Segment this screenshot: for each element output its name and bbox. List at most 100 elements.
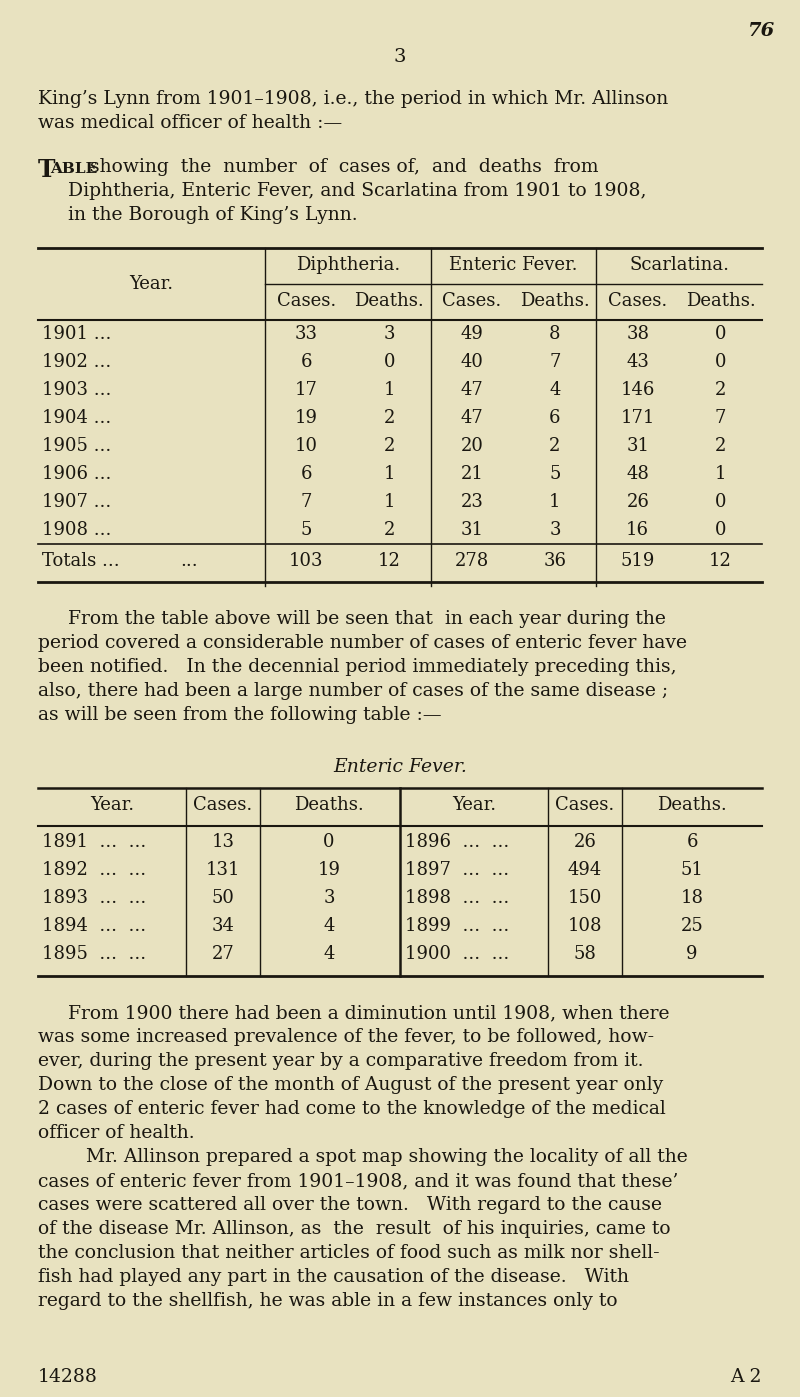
Text: 1891  ...  ...: 1891 ... ... (42, 833, 146, 851)
Text: 13: 13 (211, 833, 234, 851)
Text: 2: 2 (383, 521, 395, 539)
Text: 146: 146 (621, 381, 655, 400)
Text: 20: 20 (461, 437, 483, 455)
Text: cases were scattered all over the town.   With regard to the cause: cases were scattered all over the town. … (38, 1196, 662, 1214)
Text: officer of health.: officer of health. (38, 1125, 194, 1141)
Text: 1: 1 (383, 381, 395, 400)
Text: 1898  ...  ...: 1898 ... ... (405, 888, 510, 907)
Text: Mr. Allinson prepared a spot map showing the locality of all the: Mr. Allinson prepared a spot map showing… (68, 1148, 688, 1166)
Text: Year.: Year. (130, 275, 174, 293)
Text: Deaths.: Deaths. (686, 292, 755, 310)
Text: 150: 150 (568, 888, 602, 907)
Text: 108: 108 (568, 916, 602, 935)
Text: 23: 23 (461, 493, 483, 511)
Text: 19: 19 (295, 409, 318, 427)
Text: period covered a considerable number of cases of enteric fever have: period covered a considerable number of … (38, 634, 687, 652)
Text: 1901 ...: 1901 ... (42, 326, 111, 344)
Text: 0: 0 (715, 353, 726, 372)
Text: 12: 12 (709, 552, 732, 570)
Text: 0: 0 (383, 353, 395, 372)
Text: Diphtheria.: Diphtheria. (296, 256, 400, 274)
Text: 47: 47 (461, 381, 483, 400)
Text: Cases.: Cases. (194, 796, 253, 814)
Text: 10: 10 (295, 437, 318, 455)
Text: 1896  ...  ...: 1896 ... ... (405, 833, 510, 851)
Text: From the table above will be seen that  in each year during the: From the table above will be seen that i… (68, 610, 666, 629)
Text: been notified.   In the decennial period immediately preceding this,: been notified. In the decennial period i… (38, 658, 677, 676)
Text: 7: 7 (301, 493, 312, 511)
Text: 2: 2 (383, 437, 395, 455)
Text: 50: 50 (211, 888, 234, 907)
Text: 8: 8 (549, 326, 561, 344)
Text: 47: 47 (461, 409, 483, 427)
Text: Down to the close of the month of August of the present year only: Down to the close of the month of August… (38, 1076, 663, 1094)
Text: 21: 21 (461, 465, 483, 483)
Text: Diphtheria, Enteric Fever, and Scarlatina from 1901 to 1908,: Diphtheria, Enteric Fever, and Scarlatin… (68, 182, 646, 200)
Text: 0: 0 (715, 326, 726, 344)
Text: 12: 12 (378, 552, 401, 570)
Text: as will be seen from the following table :—: as will be seen from the following table… (38, 705, 442, 724)
Text: 6: 6 (686, 833, 698, 851)
Text: 2: 2 (715, 381, 726, 400)
Text: 18: 18 (681, 888, 703, 907)
Text: 1903 ...: 1903 ... (42, 381, 111, 400)
Text: 31: 31 (461, 521, 483, 539)
Text: 1894  ...  ...: 1894 ... ... (42, 916, 146, 935)
Text: Cases.: Cases. (608, 292, 667, 310)
Text: 19: 19 (318, 861, 341, 879)
Text: Deaths.: Deaths. (657, 796, 727, 814)
Text: 51: 51 (681, 861, 703, 879)
Text: ...: ... (180, 552, 198, 570)
Text: was medical officer of health :—: was medical officer of health :— (38, 115, 342, 131)
Text: T: T (38, 158, 55, 182)
Text: 1: 1 (549, 493, 561, 511)
Text: 25: 25 (681, 916, 703, 935)
Text: 2 cases of enteric fever had come to the knowledge of the medical: 2 cases of enteric fever had come to the… (38, 1099, 666, 1118)
Text: 26: 26 (626, 493, 649, 511)
Text: 40: 40 (461, 353, 483, 372)
Text: 3: 3 (383, 326, 395, 344)
Text: 9: 9 (686, 944, 698, 963)
Text: 2: 2 (715, 437, 726, 455)
Text: was some increased prevalence of the fever, to be followed, how-: was some increased prevalence of the fev… (38, 1028, 654, 1046)
Text: 0: 0 (715, 493, 726, 511)
Text: 43: 43 (626, 353, 649, 372)
Text: 4: 4 (323, 916, 334, 935)
Text: 34: 34 (211, 916, 234, 935)
Text: 4: 4 (550, 381, 561, 400)
Text: 103: 103 (289, 552, 324, 570)
Text: 1895  ...  ...: 1895 ... ... (42, 944, 146, 963)
Text: 1: 1 (383, 465, 395, 483)
Text: 2: 2 (550, 437, 561, 455)
Text: 33: 33 (295, 326, 318, 344)
Text: Cases.: Cases. (442, 292, 502, 310)
Text: ABLE: ABLE (50, 162, 98, 176)
Text: 31: 31 (626, 437, 650, 455)
Text: 1902 ...: 1902 ... (42, 353, 111, 372)
Text: Cases.: Cases. (555, 796, 614, 814)
Text: the conclusion that neither articles of food such as milk nor shell-: the conclusion that neither articles of … (38, 1243, 660, 1261)
Text: regard to the shellfish, he was able in a few instances only to: regard to the shellfish, he was able in … (38, 1292, 618, 1310)
Text: Scarlatina.: Scarlatina. (629, 256, 729, 274)
Text: 1: 1 (383, 493, 395, 511)
Text: A 2: A 2 (730, 1368, 762, 1386)
Text: 6: 6 (301, 353, 312, 372)
Text: Deaths.: Deaths. (520, 292, 590, 310)
Text: 76: 76 (748, 22, 775, 41)
Text: 6: 6 (301, 465, 312, 483)
Text: From 1900 there had been a diminution until 1908, when there: From 1900 there had been a diminution un… (68, 1004, 670, 1023)
Text: 7: 7 (550, 353, 561, 372)
Text: 3: 3 (323, 888, 334, 907)
Text: King’s Lynn from 1901–1908, i.e., the period in which Mr. Allinson: King’s Lynn from 1901–1908, i.e., the pe… (38, 89, 668, 108)
Text: cases of enteric fever from 1901–1908, and it was found that these’: cases of enteric fever from 1901–1908, a… (38, 1172, 678, 1190)
Text: 48: 48 (626, 465, 649, 483)
Text: 17: 17 (295, 381, 318, 400)
Text: 1908 ...: 1908 ... (42, 521, 111, 539)
Text: 38: 38 (626, 326, 650, 344)
Text: 16: 16 (626, 521, 650, 539)
Text: 171: 171 (621, 409, 655, 427)
Text: Enteric Fever.: Enteric Fever. (333, 759, 467, 775)
Text: 1904 ...: 1904 ... (42, 409, 111, 427)
Text: 4: 4 (323, 944, 334, 963)
Text: showing  the  number  of  cases of,  and  deaths  from: showing the number of cases of, and deat… (84, 158, 598, 176)
